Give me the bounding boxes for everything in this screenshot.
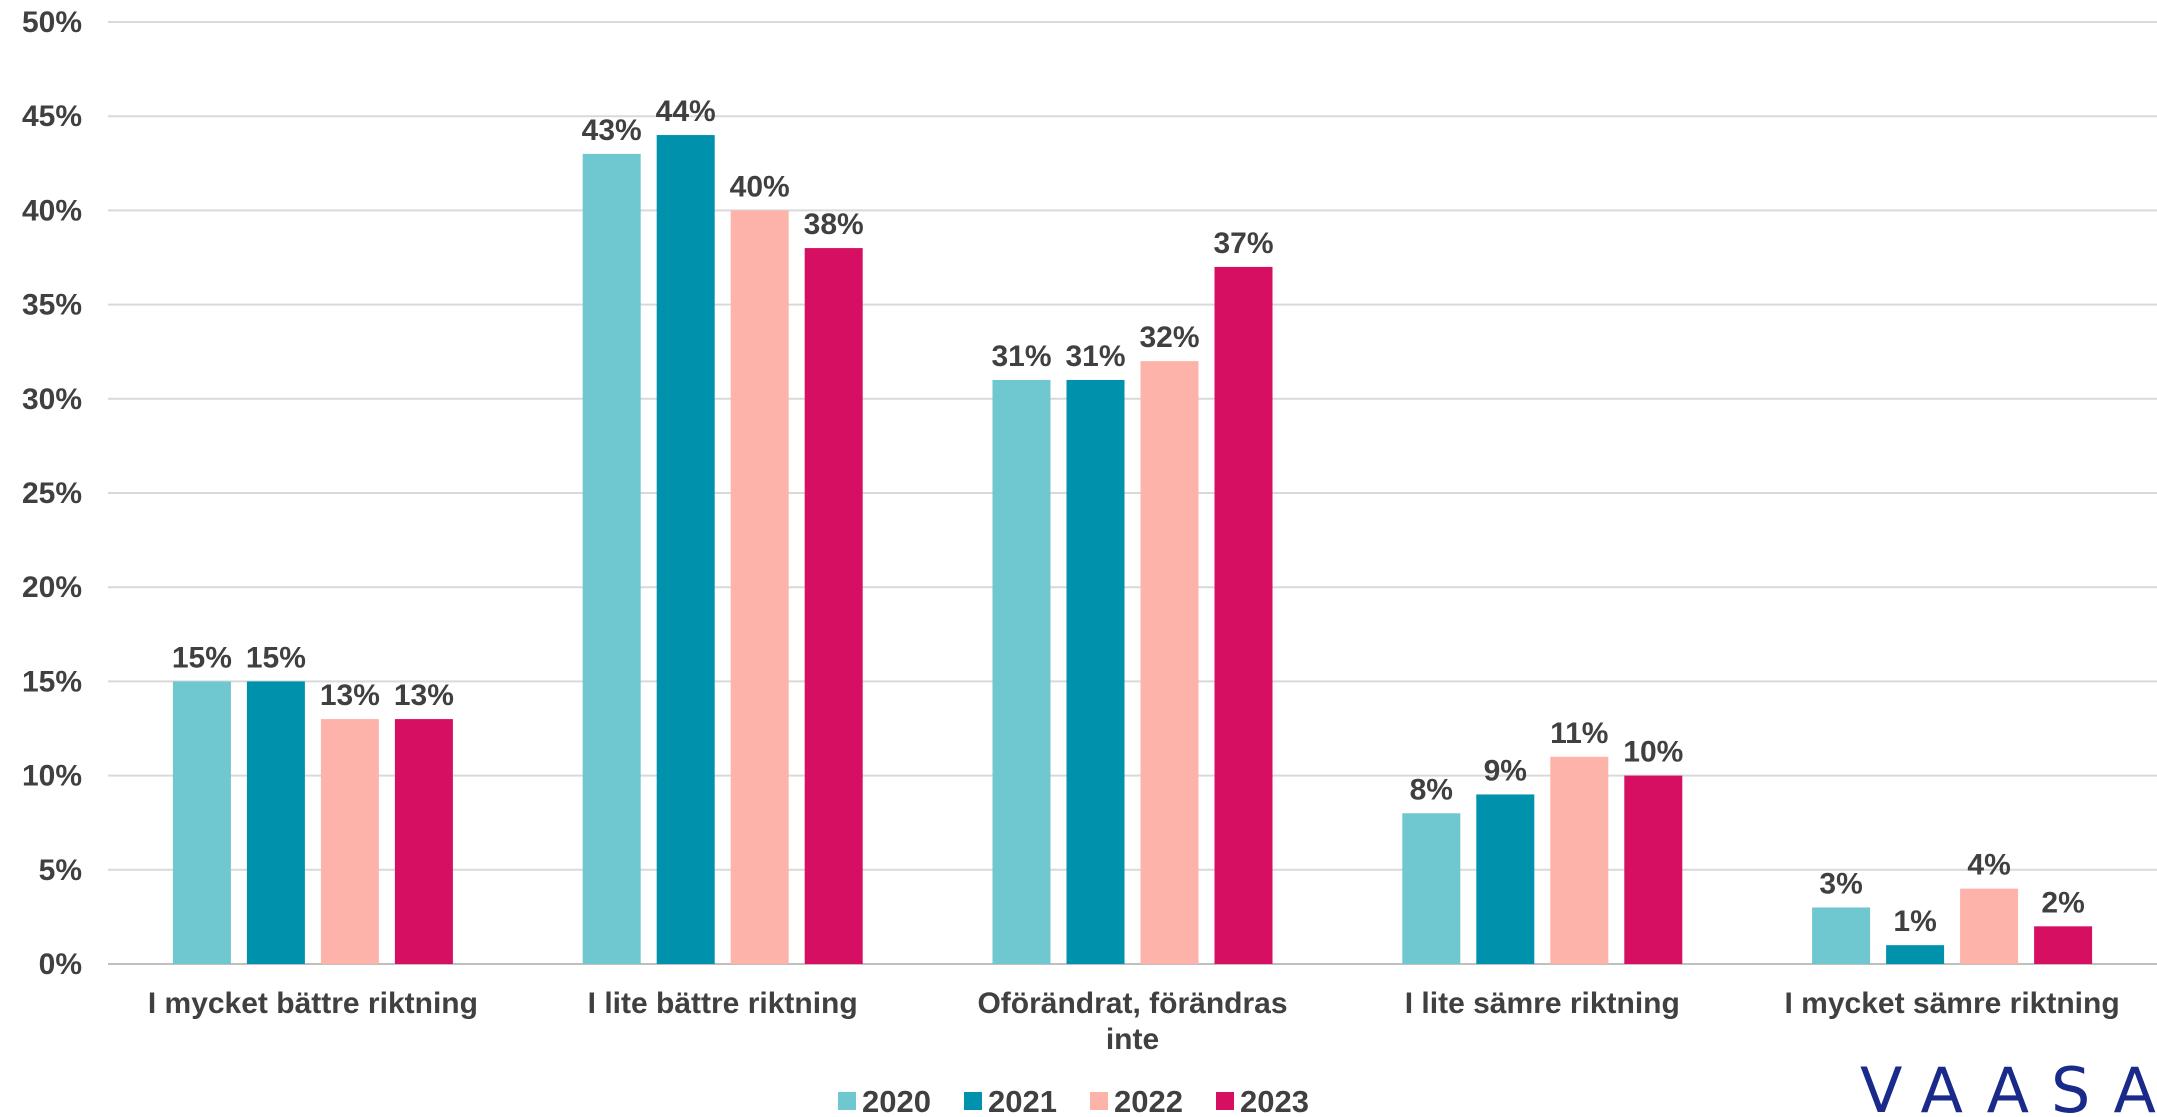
- bar: [804, 248, 863, 964]
- y-tick-label: 0%: [39, 948, 82, 981]
- category-label: I lite bättre riktning: [588, 987, 858, 1020]
- y-tick-label: 30%: [22, 383, 82, 416]
- bar: [992, 379, 1051, 965]
- category-labels: I mycket bättre riktning I lite bättre ri…: [148, 987, 2120, 1056]
- data-label: 40%: [730, 170, 790, 203]
- data-label: 9%: [1484, 754, 1527, 787]
- data-label: 10%: [1623, 736, 1683, 769]
- legend-label: 2020: [862, 1084, 931, 1117]
- y-tick-label: 35%: [22, 289, 82, 322]
- bar: [1550, 756, 1609, 964]
- data-label: 1%: [1893, 905, 1936, 938]
- y-tick-label: 40%: [22, 194, 82, 227]
- bar: [246, 681, 305, 964]
- data-label: 13%: [394, 679, 454, 712]
- bar: [2034, 926, 2093, 964]
- legend-swatch: [838, 1092, 856, 1110]
- data-label: 37%: [1213, 227, 1273, 260]
- category-label: inte: [1106, 1023, 1159, 1056]
- legend-swatch: [1090, 1092, 1108, 1110]
- legend-label: 2023: [1240, 1084, 1309, 1117]
- bars: [172, 135, 2093, 965]
- logo-text: VAASA: [1860, 1054, 2157, 1117]
- data-label: 15%: [246, 641, 306, 674]
- bar: [1812, 907, 1871, 964]
- y-axis-ticks: 0% 5% 10% 15% 20% 25% 30% 35% 40% 45% 50%: [22, 6, 82, 981]
- bar: [1960, 888, 2019, 964]
- data-label: 15%: [172, 641, 232, 674]
- bar: [320, 719, 379, 964]
- y-tick-label: 15%: [22, 665, 82, 698]
- bar: [1066, 379, 1125, 965]
- category-label: I lite sämre riktning: [1405, 987, 1680, 1020]
- data-label: 13%: [320, 679, 380, 712]
- bar: [1476, 794, 1535, 964]
- bar: [1140, 361, 1199, 964]
- category-label: I mycket bättre riktning: [148, 987, 478, 1020]
- y-tick-label: 10%: [22, 760, 82, 793]
- data-label: 38%: [804, 208, 864, 241]
- legend-label: 2021: [988, 1084, 1057, 1117]
- bar: [394, 719, 453, 964]
- data-labels: 15% 15% 13% 13% 43% 44% 40% 38% 31% 31% 32% 37% 8% 9%…: [172, 95, 2085, 938]
- data-label: 2%: [2041, 886, 2084, 919]
- data-label: 31%: [991, 340, 1051, 373]
- bar: [730, 210, 789, 964]
- legend-swatch: [1216, 1092, 1234, 1110]
- data-label: 11%: [1550, 717, 1608, 750]
- legend-swatch: [964, 1092, 982, 1110]
- category-label: Oförändrat, förändras: [977, 987, 1287, 1020]
- data-label: 8%: [1410, 773, 1453, 806]
- y-tick-label: 5%: [39, 854, 82, 887]
- bar: [1624, 775, 1683, 964]
- y-tick-label: 50%: [22, 6, 82, 39]
- data-label: 31%: [1065, 340, 1125, 373]
- y-tick-label: 25%: [22, 477, 82, 510]
- data-label: 3%: [1819, 867, 1862, 900]
- legend-label: 2022: [1114, 1084, 1183, 1117]
- bar: [582, 153, 641, 964]
- data-label: 44%: [656, 95, 716, 128]
- bar: [1402, 813, 1461, 964]
- y-tick-label: 45%: [22, 100, 82, 133]
- data-label: 32%: [1139, 321, 1199, 354]
- y-tick-label: 20%: [22, 571, 82, 604]
- bar: [172, 681, 231, 964]
- bar: [1214, 266, 1273, 964]
- data-label: 43%: [582, 114, 642, 147]
- legend: 2020 2021 2022 2023: [838, 1084, 1309, 1117]
- bar: [656, 135, 715, 965]
- bar: [1886, 945, 1945, 964]
- data-label: 4%: [1967, 849, 2010, 882]
- category-label: I mycket sämre riktning: [1785, 987, 2120, 1020]
